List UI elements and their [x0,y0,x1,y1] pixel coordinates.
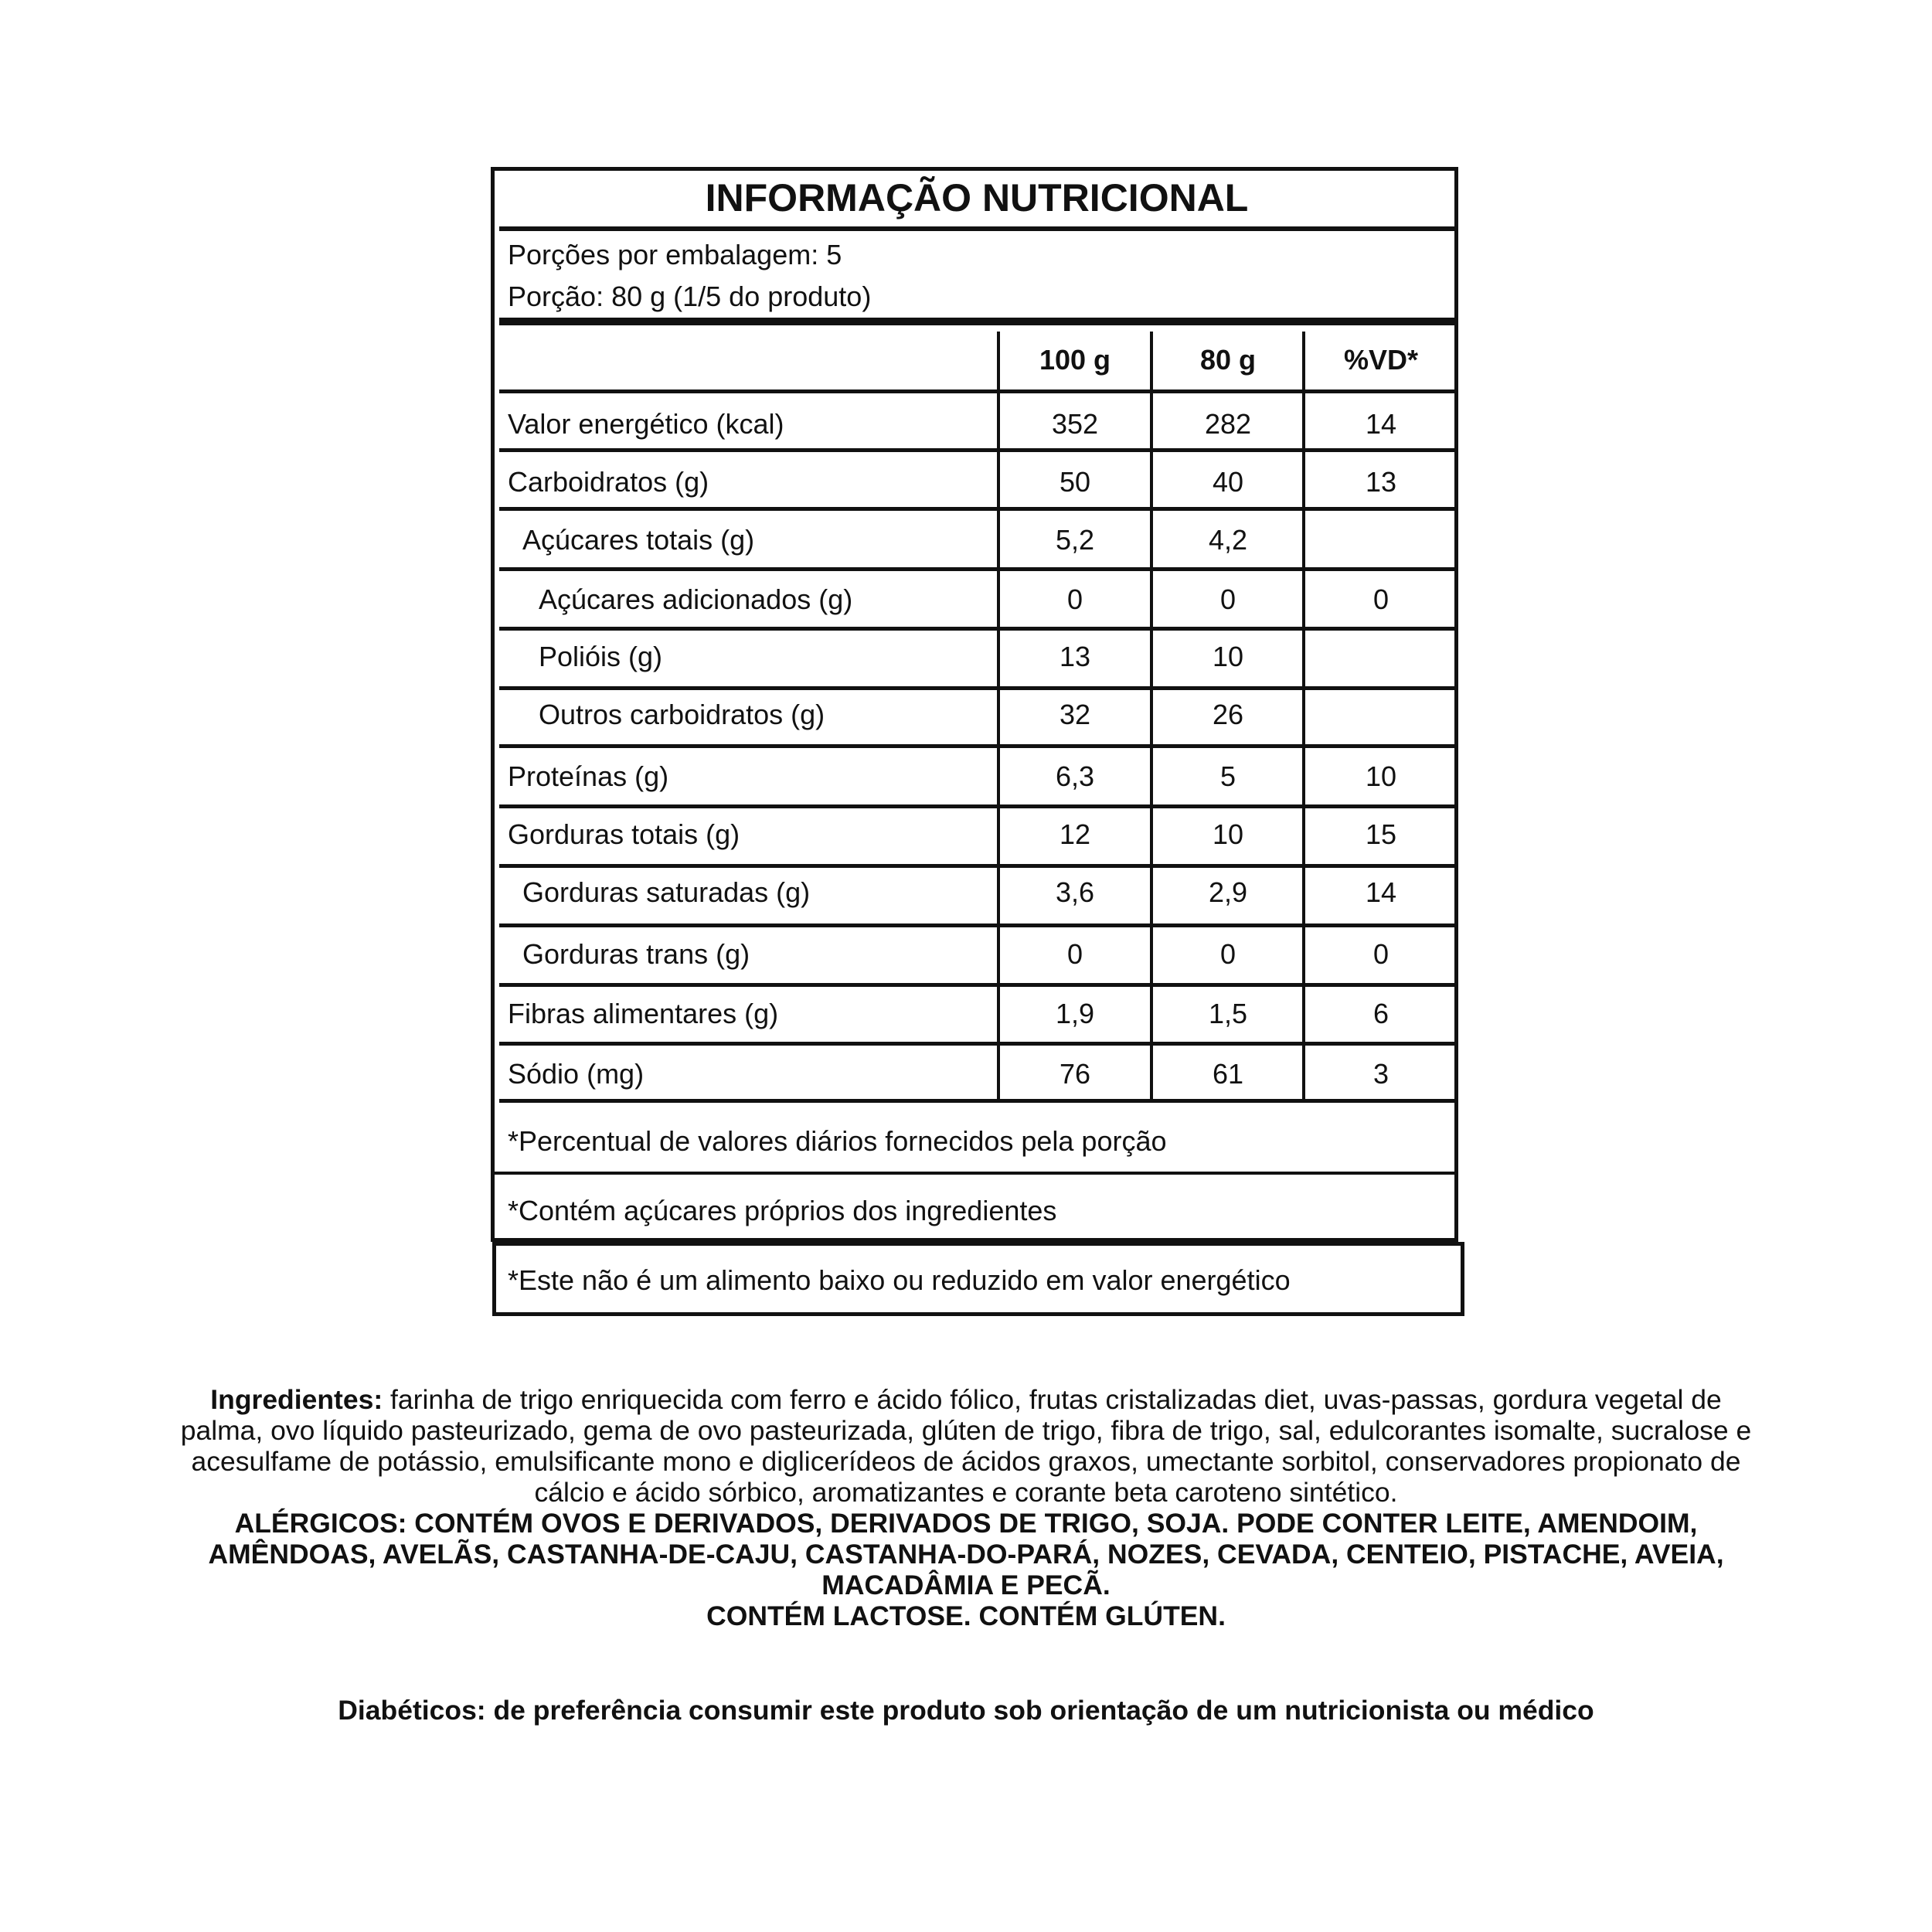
row-value: 0 [1066,938,1083,970]
row-value: 1,9 [1055,998,1095,1029]
row-label: Sódio (mg) [508,1058,645,1090]
divider [499,389,1456,393]
row-value: 352 [1051,408,1099,440]
column-header: %VD* [1343,344,1419,376]
row-value: 10 [1212,818,1244,850]
row-value: 1,5 [1208,998,1248,1029]
row-value: 6,3 [1055,760,1095,792]
row-divider [499,627,1456,631]
row-divider [499,686,1456,690]
column-divider [997,332,1000,1100]
ingredients-line: palma, ovo líquido pasteurizado, gema de… [180,1415,1752,1446]
row-value: 50 [1059,466,1091,498]
row-label: Açúcares totais (g) [522,524,755,556]
allergens-line: AMÊNDOAS, AVELÃS, CASTANHA-DE-CAJU, CAST… [208,1539,1724,1570]
allergens-line: ALÉRGICOS: CONTÉM OVOS E DERIVADOS, DERI… [234,1508,1698,1539]
row-value: 0 [1066,583,1083,615]
table-title: INFORMAÇÃO NUTRICIONAL [705,176,1249,219]
row-value: 4,2 [1208,524,1248,556]
row-value: 76 [1059,1058,1091,1090]
diabetics-note: Diabéticos: de preferência consumir este… [338,1695,1594,1726]
row-divider [499,923,1456,927]
row-divider [499,804,1456,808]
row-label: Valor energético (kcal) [508,408,784,440]
row-divider [499,1042,1456,1046]
row-value: 10 [1212,641,1244,672]
row-value: 3,6 [1055,876,1095,908]
nutrition-table [491,167,1458,1242]
row-label: Proteínas (g) [508,760,669,792]
row-divider [499,983,1456,987]
ingredients-line: acesulfame de potássio, emulsificante mo… [191,1446,1741,1477]
row-value: 14 [1365,408,1397,440]
row-label: Carboidratos (g) [508,466,709,498]
column-header: 100 g [1039,344,1111,376]
row-label: Fibras alimentares (g) [508,998,779,1029]
row-value: 13 [1059,641,1091,672]
row-value: 2,9 [1208,876,1248,908]
row-value: 282 [1204,408,1252,440]
row-value: 10 [1365,760,1397,792]
row-divider [499,1099,1456,1103]
row-value: 0 [1219,583,1236,615]
row-label: Gorduras trans (g) [522,938,750,970]
footnote-sugars: *Contém açúcares próprios dos ingredient… [508,1195,1057,1226]
row-value: 5 [1219,760,1236,792]
footnote-daily-values: *Percentual de valores diários fornecido… [508,1125,1167,1157]
ingredients-line: cálcio e ácido sórbico, aromatizantes e … [534,1477,1398,1508]
row-divider [499,507,1456,511]
row-value: 61 [1212,1058,1244,1090]
row-value: 40 [1212,466,1244,498]
row-value: 6 [1372,998,1389,1029]
footnote-box [492,1242,1464,1316]
row-label: Açúcares adicionados (g) [539,583,853,615]
servings-per-package: Porções por embalagem: 5 [508,239,842,270]
row-value: 14 [1365,876,1397,908]
row-value: 0 [1219,938,1236,970]
row-value: 32 [1059,699,1091,730]
row-divider [499,567,1456,571]
ingredients-label: Ingredientes: [210,1384,383,1415]
row-value: 26 [1212,699,1244,730]
row-divider [499,864,1456,868]
row-value: 12 [1059,818,1091,850]
row-label: Polióis (g) [539,641,663,672]
allergens-line: MACADÂMIA E PECÃ. [821,1570,1111,1600]
row-value: 3 [1372,1058,1389,1090]
row-label: Gorduras saturadas (g) [522,876,811,908]
serving-size: Porção: 80 g (1/5 do produto) [508,281,872,312]
row-divider [499,448,1456,452]
row-divider [499,744,1456,748]
column-divider [1150,332,1153,1100]
ingredients-line: Ingredientes: farinha de trigo enriqueci… [210,1384,1722,1415]
ingredients-section: Ingredientes: farinha de trigo enriqueci… [77,1384,1855,1631]
row-value: 0 [1372,938,1389,970]
divider [499,226,1456,231]
row-label: Gorduras totais (g) [508,818,740,850]
row-value: 5,2 [1055,524,1095,556]
column-divider [1302,332,1305,1100]
row-value: 15 [1365,818,1397,850]
allergens-line: CONTÉM LACTOSE. CONTÉM GLÚTEN. [706,1600,1226,1631]
footnote-energy: *Este não é um alimento baixo ou reduzid… [508,1264,1291,1296]
row-label: Outros carboidratos (g) [539,699,825,730]
row-value: 13 [1365,466,1397,498]
divider-thick [499,318,1456,325]
divider [492,1172,1458,1175]
row-value: 0 [1372,583,1389,615]
column-header: 80 g [1199,344,1257,376]
